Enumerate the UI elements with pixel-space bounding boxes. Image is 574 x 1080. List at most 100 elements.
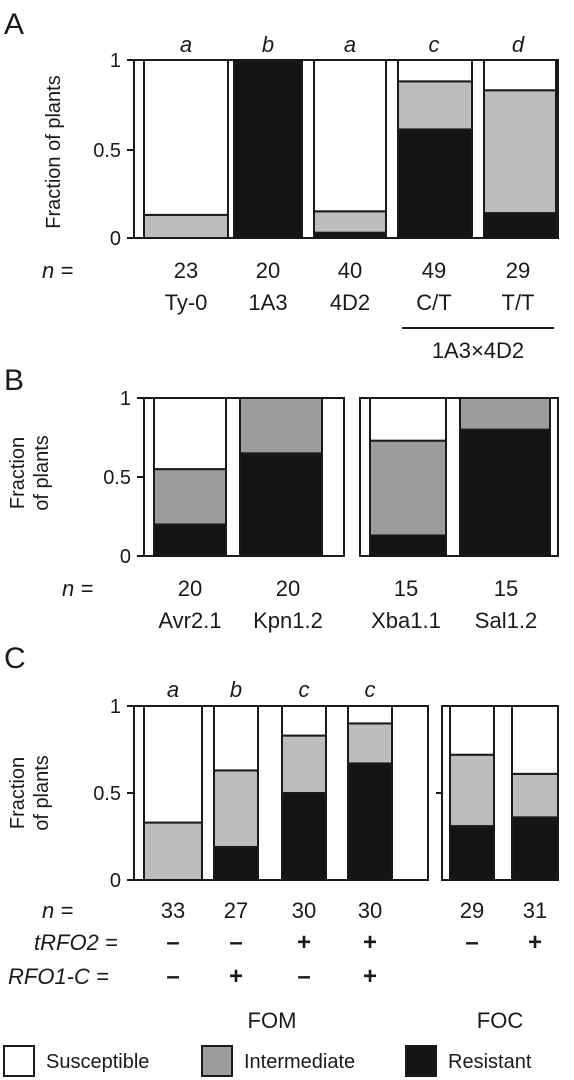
bar-segment-a-4-resistant — [397, 128, 473, 239]
y-axis-label-b-line2: of plants — [31, 435, 53, 511]
bar-segment-c-2-resistant — [213, 845, 259, 882]
category-label-a-5: T/T — [502, 290, 535, 315]
sig-letter-c-2: b — [230, 677, 242, 702]
y-tick-label-c-1: 1 — [110, 696, 121, 718]
sig-letter-c-3: c — [299, 677, 310, 702]
bar-segment-b-2-resistant — [239, 452, 323, 557]
trfo2-sign-3: + — [297, 929, 311, 956]
n-value-c-6: 31 — [523, 898, 547, 923]
group-label-foc: FOC — [477, 1008, 524, 1033]
bar-segment-a-4-susceptible — [397, 59, 473, 83]
bar-segment-c-1-susceptible — [143, 705, 203, 824]
n-value-a-4: 49 — [422, 258, 446, 283]
category-label-b-3: Xba1.1 — [371, 608, 441, 633]
bar-segment-b-1-intermediate — [153, 468, 227, 526]
n-value-a-2: 20 — [256, 258, 280, 283]
group-label-a: 1A3×4D2 — [432, 338, 524, 363]
group-label-fom: FOM — [248, 1008, 297, 1033]
bar-segment-b-1-susceptible — [153, 397, 227, 471]
n-value-c-1: 33 — [161, 898, 185, 923]
sig-letter-a-2: b — [262, 32, 274, 57]
sig-letter-a-5: d — [512, 32, 525, 57]
bar-segment-c-5-susceptible — [449, 705, 495, 756]
category-label-a-3: 4D2 — [330, 290, 370, 315]
y-axis-label-b-line1: Fraction — [7, 437, 29, 509]
y-tick-label-b-05: 0.5 — [103, 467, 131, 489]
bar-segment-c-2-susceptible — [213, 705, 259, 772]
n-value-c-5: 29 — [460, 898, 484, 923]
bar-segment-a-1-intermediate — [143, 213, 229, 239]
bar-segment-a-1-susceptible — [143, 59, 229, 216]
n-value-a-1: 23 — [174, 258, 198, 283]
y-tick-label-a-0: 0 — [110, 228, 121, 250]
bar-segment-b-3-susceptible — [369, 397, 447, 442]
rfo1c-sign-3: – — [297, 963, 310, 990]
legend-swatch-intermediate — [201, 1045, 233, 1077]
n-value-b-3: 15 — [394, 576, 418, 601]
bar-segment-c-4-resistant — [347, 762, 393, 881]
category-label-b-1: Avr2.1 — [158, 608, 221, 633]
bar-segment-b-4-intermediate — [459, 397, 551, 431]
bar-segment-a-5-intermediate — [483, 89, 557, 215]
legend-swatch-susceptible — [3, 1045, 35, 1077]
bar-segment-c-3-resistant — [281, 792, 327, 881]
row-label-rfo1c: RFO1-C = — [8, 964, 109, 989]
trfo2-sign-5: – — [465, 929, 478, 956]
panel-c: C Fraction of plants 1 0.5 0 a b c c n =… — [4, 642, 559, 1033]
bars-a — [143, 59, 557, 240]
bar-segment-b-3-resistant — [369, 534, 447, 558]
n-label-c: n = — [42, 898, 73, 923]
sig-letter-a-3: a — [344, 32, 356, 57]
bar-segment-c-4-susceptible — [347, 705, 393, 725]
row-label-trfo2: tRFO2 = — [34, 930, 118, 955]
category-label-b-2: Kpn1.2 — [253, 608, 323, 633]
n-value-a-5: 29 — [506, 258, 530, 283]
panel-a: A Fraction of plants 1 0.5 0 a b a c d n… — [4, 8, 559, 363]
y-tick-label-a-1: 1 — [110, 50, 121, 72]
panel-label-a: A — [4, 8, 24, 41]
legend-label-intermediate: Intermediate — [244, 1051, 355, 1073]
panel-b: B Fraction of plants 1 0.5 0 n = 20 20 1… — [4, 364, 559, 633]
bar-segment-c-6-resistant — [511, 816, 559, 881]
trfo2-sign-6: + — [528, 929, 542, 956]
y-axis-label-a: Fraction of plants — [43, 75, 65, 228]
bar-segment-b-2-intermediate — [239, 397, 323, 455]
y-tick-label-c-0: 0 — [110, 870, 121, 892]
bar-segment-c-6-intermediate — [511, 772, 559, 819]
bar-segment-a-3-intermediate — [313, 210, 387, 234]
n-value-b-4: 15 — [494, 576, 518, 601]
rfo1c-sign-1: – — [166, 963, 179, 990]
bars-c — [143, 705, 559, 882]
bar-segment-c-1-intermediate — [143, 821, 203, 882]
bar-segment-c-4-intermediate — [347, 722, 393, 765]
legend-swatch-resistant — [405, 1045, 437, 1077]
sig-letter-c-4: c — [365, 677, 376, 702]
y-tick-label-b-0: 0 — [120, 546, 131, 568]
bar-segment-b-4-resistant — [459, 428, 551, 558]
bar-segment-a-2-resistant — [233, 59, 303, 239]
n-value-c-2: 27 — [224, 898, 248, 923]
category-label-a-1: Ty-0 — [165, 290, 208, 315]
bar-segment-a-5-resistant — [483, 212, 557, 240]
bars-b — [153, 397, 551, 558]
rfo1c-sign-2: + — [229, 963, 243, 990]
bar-segment-c-5-intermediate — [449, 753, 495, 828]
legend: Susceptible Intermediate Resistant — [3, 1045, 532, 1077]
n-value-c-4: 30 — [358, 898, 382, 923]
y-axis-label-c-line1: Fraction — [7, 757, 29, 829]
y-tick-label-a-05: 0.5 — [93, 140, 121, 162]
bar-segment-c-6-susceptible — [511, 705, 559, 775]
y-tick-label-c-05: 0.5 — [93, 783, 121, 805]
bar-segment-a-3-susceptible — [313, 59, 387, 213]
bar-segment-c-3-susceptible — [281, 705, 327, 737]
n-label-a: n = — [42, 258, 73, 283]
trfo2-sign-2: – — [229, 929, 242, 956]
bar-segment-b-3-intermediate — [369, 439, 447, 537]
bar-segment-a-5-susceptible — [483, 59, 557, 92]
bar-segment-b-1-resistant — [153, 523, 227, 558]
n-value-c-3: 30 — [292, 898, 316, 923]
legend-label-resistant: Resistant — [448, 1051, 532, 1073]
y-tick-label-b-1: 1 — [120, 388, 131, 410]
trfo2-sign-4: + — [363, 929, 377, 956]
